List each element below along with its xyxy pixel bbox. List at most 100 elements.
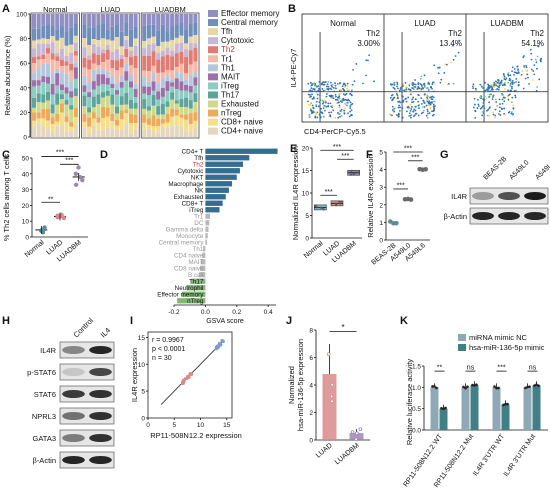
i-point [214, 347, 219, 351]
a-bar-segment [151, 65, 156, 73]
d-bar-label: nTreg [187, 298, 204, 305]
a-bar-segment [170, 116, 175, 127]
b-event [350, 109, 353, 112]
b-event [501, 102, 504, 105]
b-event [539, 60, 542, 63]
b-event [425, 104, 428, 107]
b-event [432, 113, 435, 116]
b-event [414, 105, 417, 108]
b-event [525, 64, 527, 67]
a-bar-segment [188, 14, 193, 24]
b-gate-label: Th2 [448, 29, 462, 38]
a-bar-segment [59, 48, 64, 60]
d-bar-label: CD4+ T [182, 148, 204, 155]
a-bar-segment [32, 97, 37, 108]
i-stat: r = 0.9967 [152, 337, 184, 344]
a-bar-segment [119, 110, 124, 120]
a-bar-segment [160, 72, 165, 79]
b-percent: 54.1% [521, 39, 544, 48]
b-event [323, 90, 326, 92]
b-event [429, 107, 432, 110]
a-bar-segment [87, 69, 92, 83]
b-event [343, 89, 346, 92]
a-bar-segment [105, 95, 110, 108]
b-event [518, 71, 520, 74]
b-event [509, 83, 512, 85]
d-bar [203, 246, 206, 252]
b-event [350, 94, 353, 97]
b-event [499, 114, 502, 116]
b-event [423, 84, 426, 87]
b-event [307, 100, 309, 103]
b-event [417, 100, 420, 103]
a-bar-segment [59, 84, 64, 91]
a-bar-segment [142, 25, 147, 41]
d-bar [202, 252, 206, 258]
k-point [435, 386, 438, 390]
f-sig: *** [404, 146, 412, 153]
a-bar-segment [73, 23, 78, 36]
b-event [530, 58, 533, 61]
b-percent: 3.00% [357, 39, 380, 48]
b-event [458, 39, 460, 42]
f-ytick: 0 [379, 238, 383, 245]
f-point [423, 166, 428, 172]
a-bar-segment [59, 14, 64, 27]
a-bar-segment [64, 131, 69, 137]
a-bar-segment [64, 55, 69, 62]
b-event [391, 99, 394, 102]
a-bar-segment [105, 39, 110, 46]
a-bar-segment [91, 118, 96, 126]
b-event [426, 110, 429, 113]
a-bar-segment [55, 113, 60, 122]
a-bar-segment [41, 94, 46, 103]
d-bar-label: DC [194, 220, 204, 227]
k-bar [501, 404, 510, 430]
a-bar-segment [142, 40, 147, 49]
a-legend-swatch [208, 100, 218, 108]
a-bar-segment [128, 123, 133, 134]
a-bar-segment [128, 133, 133, 137]
a-legend-swatch [208, 19, 218, 27]
b-event [500, 79, 503, 82]
b-event [472, 87, 475, 90]
b-event [400, 86, 402, 89]
k-sig: ns [467, 365, 475, 372]
d-bar-label: Tr1 [194, 213, 204, 220]
b-event [475, 89, 477, 91]
b-event [397, 97, 399, 100]
a-legend-label: Central memory [221, 18, 278, 27]
b-event [327, 85, 330, 88]
a-bar-segment [174, 89, 179, 101]
a-bar-segment [105, 77, 110, 85]
b-event [411, 87, 414, 89]
d-bar-label: CD8+ T [182, 200, 204, 207]
b-event [481, 106, 483, 109]
a-bar-segment [188, 23, 193, 37]
a-bar-segment [91, 53, 96, 64]
a-bar-segment [105, 127, 110, 137]
b-event [423, 74, 426, 77]
b-event [414, 98, 417, 101]
b-event [309, 104, 312, 106]
a-legend-label: nTreg [221, 109, 242, 118]
b-event [308, 93, 311, 96]
b-event [487, 86, 490, 88]
j-xtick: LUAD [315, 442, 334, 459]
a-bar-segment [124, 80, 129, 94]
j-ytick: 6 [309, 355, 313, 362]
a-legend-swatch [208, 109, 218, 117]
b-event [423, 106, 426, 108]
a-bar-segment [87, 55, 92, 60]
a-bar-segment [156, 52, 161, 60]
d-bar-label: Effector memory [157, 291, 204, 298]
a-legend-label: MAIT [221, 72, 240, 81]
k-legend-label: hsa-miR-136-5p mimic [469, 343, 545, 352]
b-event [353, 80, 356, 83]
a-bar-segment [151, 81, 156, 91]
a-bar-segment [36, 67, 41, 81]
a-legend-swatch [208, 10, 218, 17]
b-event [474, 109, 476, 112]
a-legend-label: CD8+ naive [221, 118, 264, 127]
b-event [417, 114, 420, 117]
